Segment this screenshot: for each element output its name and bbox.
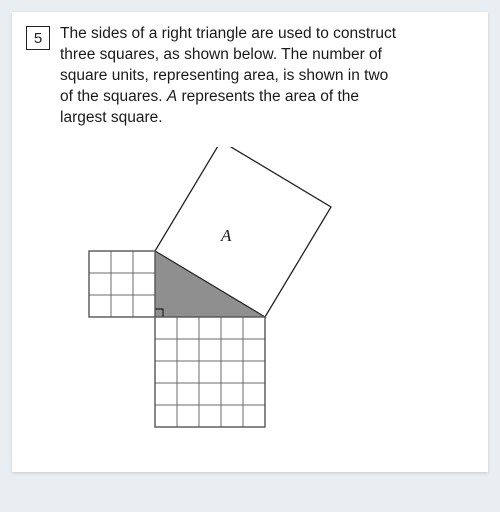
question-number: 5	[34, 30, 42, 47]
question-header: 5 The sides of a right triangle are used…	[26, 24, 474, 129]
question-text: The sides of a right triangle are used t…	[60, 24, 396, 129]
qtext-l4: of the squares.	[60, 88, 167, 105]
small-square-grid	[89, 251, 155, 317]
qtext-l2: three squares, as shown below. The numbe…	[60, 46, 382, 63]
page: 5 The sides of a right triangle are used…	[12, 12, 488, 472]
qtext-l1: The sides of a right triangle are used t…	[60, 25, 396, 42]
qtext-l4b: represents the area of the	[177, 88, 359, 105]
qtext-ital: A	[167, 88, 177, 105]
medium-square-grid	[155, 317, 265, 427]
label-a: A	[220, 226, 232, 245]
question-number-box: 5	[26, 26, 50, 50]
qtext-l5: largest square.	[60, 109, 163, 126]
qtext-l3: square units, representing area, is show…	[60, 67, 388, 84]
diagram-svg: A	[85, 147, 415, 457]
pythagorean-diagram: A	[26, 147, 474, 457]
